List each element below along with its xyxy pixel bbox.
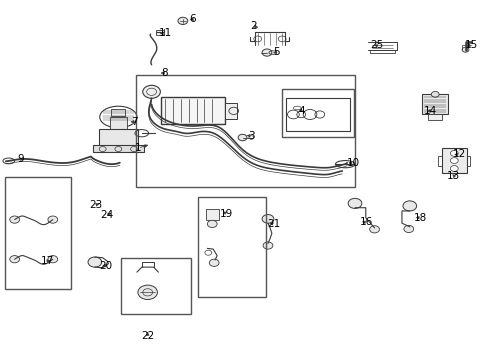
Bar	[427, 114, 441, 120]
Text: 17: 17	[40, 256, 54, 266]
Bar	[369, 50, 394, 53]
Text: 7: 7	[130, 117, 137, 127]
Text: 14: 14	[423, 106, 436, 116]
Circle shape	[48, 216, 58, 223]
Circle shape	[207, 220, 217, 228]
Bar	[5, 177, 71, 289]
Circle shape	[88, 257, 102, 267]
Circle shape	[369, 226, 379, 233]
Bar	[206, 209, 218, 220]
Text: 21: 21	[266, 219, 280, 229]
Circle shape	[262, 49, 271, 56]
Text: 20: 20	[99, 261, 112, 271]
Text: 10: 10	[346, 158, 359, 168]
Bar	[161, 97, 224, 124]
Circle shape	[347, 198, 361, 208]
Circle shape	[178, 17, 187, 24]
Bar	[285, 98, 349, 131]
Circle shape	[263, 242, 272, 249]
Circle shape	[402, 201, 416, 211]
Bar	[99, 129, 138, 146]
Circle shape	[430, 91, 438, 97]
Bar	[93, 145, 143, 152]
Text: 16: 16	[359, 217, 373, 228]
Text: 22: 22	[141, 330, 154, 341]
Text: 23: 23	[89, 200, 102, 210]
Bar	[121, 258, 190, 314]
Text: 9: 9	[17, 154, 24, 164]
Bar	[111, 109, 125, 116]
Bar	[466, 156, 469, 166]
Circle shape	[449, 158, 457, 163]
Bar	[281, 89, 353, 137]
Text: 8: 8	[161, 68, 167, 78]
Text: 3: 3	[248, 131, 255, 141]
Text: 6: 6	[189, 14, 196, 24]
Text: 15: 15	[464, 40, 477, 50]
Text: 12: 12	[452, 149, 466, 159]
Bar	[437, 156, 441, 166]
Circle shape	[403, 225, 413, 233]
Text: 5: 5	[272, 47, 279, 57]
Circle shape	[10, 216, 20, 223]
Text: 18: 18	[413, 213, 427, 223]
Text: 4: 4	[298, 105, 305, 116]
Circle shape	[48, 256, 58, 263]
Bar	[224, 103, 237, 119]
Text: 13: 13	[446, 171, 460, 181]
Circle shape	[461, 47, 468, 52]
Circle shape	[449, 150, 457, 156]
Text: 1: 1	[134, 143, 141, 153]
Text: 19: 19	[220, 209, 233, 219]
Bar	[136, 75, 354, 187]
Circle shape	[138, 285, 157, 300]
Bar	[109, 117, 127, 130]
Bar	[422, 94, 447, 114]
Text: 24: 24	[100, 210, 113, 220]
Circle shape	[449, 166, 457, 171]
Circle shape	[238, 134, 246, 141]
Bar	[197, 197, 265, 297]
Text: 25: 25	[369, 40, 383, 50]
Text: 2: 2	[250, 21, 257, 31]
Circle shape	[262, 215, 273, 223]
Circle shape	[142, 85, 160, 98]
Circle shape	[10, 256, 20, 263]
Text: 11: 11	[158, 28, 172, 38]
Bar	[441, 148, 466, 173]
Bar	[155, 30, 164, 35]
Circle shape	[209, 259, 219, 266]
